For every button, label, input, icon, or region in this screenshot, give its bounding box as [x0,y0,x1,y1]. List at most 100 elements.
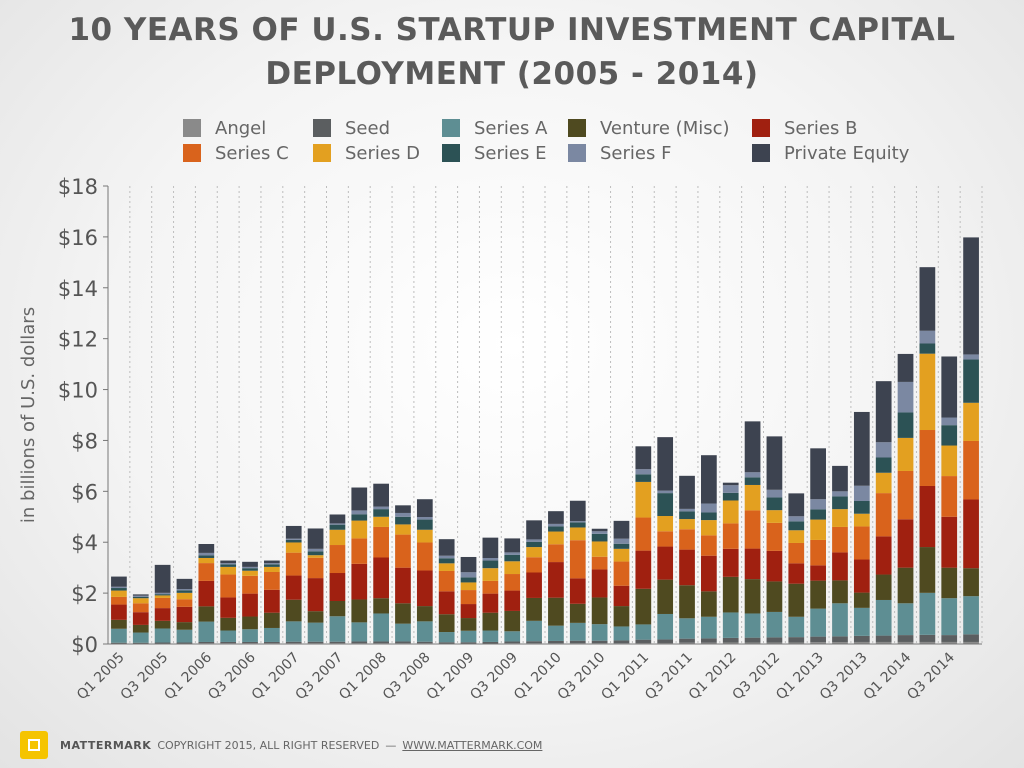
bar-private-equity-q1-2014 [897,353,914,382]
bar-series-c-q3-2008 [416,542,433,571]
bar-seed-q3-2013 [853,635,870,642]
bar-series-f-q4-2011 [701,503,717,513]
bar-private-equity-q1-2012 [722,482,739,486]
bar-series-d-q2-2012 [744,484,761,511]
bar-private-equity-q3-2005 [154,564,171,593]
bar-series-a-q4-2011 [701,616,717,639]
legend-swatch [183,144,201,162]
bar-seed-q4-2012 [788,637,805,643]
bar-series-d-q3-2009 [504,561,521,575]
bar-series-c-q2-2008 [395,534,411,568]
bar-series-e-q4-2010 [613,543,630,549]
bar-series-b-q3-2006 [242,593,258,617]
bar-private-equity-q2-2005 [132,594,149,596]
bar-series-a-q1-2010 [548,625,564,641]
bar-series-d-q4-2013 [875,472,892,494]
bar-series-b-q4-2005 [176,606,193,623]
bar-angel-q3-2012 [766,642,783,644]
bar-series-a-q3-2005 [154,628,171,643]
bar-series-e-q2-2013 [832,496,848,510]
bar-seed-q4-2013 [875,635,892,642]
bar-venture-misc-q3-2007 [329,601,346,617]
bar-series-f-q2-2012 [744,472,761,478]
legend-item-series-c: Series C [183,141,289,165]
bar-series-d-q1-2005 [111,590,127,597]
bar-angel-q4-2013 [875,641,892,644]
bar-series-a-q4-2008 [438,632,455,643]
bar-series-e-q3-2008 [416,519,433,530]
bar-series-f-q4-2005 [176,589,193,591]
bar-series-a-q4-2012 [788,616,805,638]
bar-series-b-q4-2014 [963,499,979,569]
bar-series-c-q4-2006 [264,571,280,590]
bar-series-b-q1-2007 [285,575,302,600]
bar-series-c-q2-2009 [482,580,499,594]
bar-seed-q1-2006 [198,641,215,644]
bar-seed-q4-2009 [526,641,542,644]
bar-private-equity-q1-2007 [285,525,302,539]
y-tick-label: $2 [71,582,98,606]
bar-venture-misc-q2-2006 [220,617,237,631]
bar-series-e-q1-2011 [635,474,652,482]
bar-series-f-q2-2008 [395,512,411,517]
bar-private-equity-q3-2007 [329,514,346,524]
bar-series-b-q4-2008 [438,591,455,615]
bar-series-e-q1-2014 [897,412,914,438]
bar-series-c-q1-2014 [897,470,914,520]
bar-series-b-q1-2014 [897,519,914,568]
bar-series-d-q2-2009 [482,568,499,581]
chart-title: 10 YEARS OF U.S. STARTUP INVESTMENT CAPI… [0,8,1024,96]
chart-title-line1: 10 YEARS OF U.S. STARTUP INVESTMENT CAPI… [68,12,956,48]
bar-series-c-q2-2007 [307,557,324,579]
bar-private-equity-q1-2005 [111,576,127,587]
bar-venture-misc-q4-2012 [788,583,805,617]
bar-series-d-q2-2007 [307,555,324,558]
bar-series-d-q3-2007 [329,529,346,546]
bar-series-d-q3-2010 [591,541,608,557]
bar-series-b-q4-2009 [526,572,542,598]
bar-private-equity-q2-2006 [220,560,237,564]
bar-series-c-q2-2011 [657,531,674,547]
legend-swatch [568,144,586,162]
stacked-bar-chart: $0 $2 $4 $6 $8 $10 $12 $14 $16 $18 in billions of … [18,175,983,703]
bar-series-b-q3-2009 [504,590,521,611]
bar-series-e-q2-2012 [744,477,761,485]
bar-private-equity-q2-2011 [657,437,674,491]
bar-series-f-q3-2008 [416,517,433,520]
bar-seed-q3-2014 [941,635,958,642]
bar-seed-q3-2006 [242,641,258,644]
bar-series-f-q1-2008 [373,506,389,510]
bar-venture-misc-q2-2010 [569,603,586,623]
bar-seed-q1-2010 [548,640,564,644]
chart-legend: Angel Seed Series A Venture (Misc) Series B S… [0,116,1024,168]
bar-series-c-q1-2012 [722,523,739,549]
bar-seed-q1-2007 [285,641,302,644]
bar-venture-misc-q2-2008 [395,603,411,624]
bar-private-equity-q1-2013 [810,448,826,500]
bar-series-c-q2-2006 [220,574,237,598]
bar-seed-q1-2008 [373,641,389,644]
bar-venture-misc-q1-2006 [198,606,215,622]
footer-url-link[interactable]: WWW.MATTERMARK.COM [402,738,543,752]
bar-series-e-q2-2007 [307,551,324,556]
legend-label: Series A [474,117,548,139]
bar-series-d-q4-2005 [176,592,193,600]
bar-series-d-q2-2008 [395,524,411,535]
bar-seed-q3-2012 [766,637,783,643]
bar-seed-q2-2009 [482,641,499,644]
bar-series-f-q3-2009 [504,552,521,555]
bar-angel-q4-2011 [701,642,717,644]
bar-venture-misc-q1-2008 [373,598,389,614]
bar-series-a-q3-2012 [766,611,783,638]
bar-seed-q2-2008 [395,641,411,644]
bar-series-a-q2-2006 [220,630,237,642]
bar-seed-q4-2010 [613,640,630,644]
bar-series-b-q2-2014 [919,485,936,548]
bar-series-c-q4-2013 [875,493,892,537]
bar-angel-q4-2012 [788,642,805,644]
bar-series-c-q4-2009 [526,557,542,573]
bar-series-b-q2-2007 [307,578,324,612]
bar-seed-q2-2011 [657,639,674,643]
legend-swatch [442,144,460,162]
bar-series-d-q2-2005 [132,598,149,604]
